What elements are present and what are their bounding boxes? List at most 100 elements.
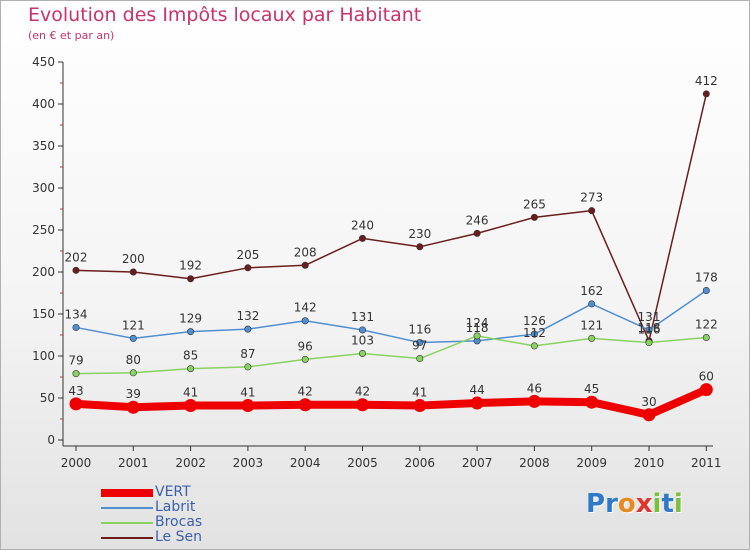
data-label-le-sen: 246 [466,213,489,227]
series-line-le-sen [75,93,708,342]
y-tick-label: 150 [32,307,55,321]
logo-letter: P [586,489,606,519]
data-point-brocas [244,363,252,371]
legend-swatch [101,536,153,539]
data-point-labrit [129,334,137,342]
data-point-le-sen [702,90,710,98]
y-tick-label: 200 [32,265,55,279]
data-label-brocas: 85 [183,349,198,363]
proxiti-logo: Proxiti [586,489,683,519]
data-label-labrit: 116 [408,323,431,337]
data-label-vert: 30 [641,395,656,409]
data-label-brocas: 96 [298,339,313,353]
data-point-le-sen [530,213,538,221]
y-tick-label: 250 [32,223,55,237]
y-tick-label: 300 [32,181,55,195]
data-label-brocas: 116 [638,323,661,337]
data-label-vert: 41 [412,386,427,400]
data-point-vert [413,399,427,413]
logo-letter: i [673,489,683,519]
data-point-labrit [72,323,80,331]
y-tick-label: 400 [32,97,55,111]
data-point-vert [585,395,599,409]
data-label-vert: 45 [584,382,599,396]
data-point-le-sen [358,234,366,242]
logo-letter: r [605,489,618,519]
data-label-brocas: 79 [68,354,83,368]
data-label-labrit: 132 [236,309,259,323]
legend-label: Le Sen [155,529,202,545]
data-point-brocas [645,339,653,347]
data-point-brocas [187,365,195,373]
data-point-labrit [588,300,596,308]
data-point-le-sen [301,261,309,269]
data-point-vert [241,399,255,413]
logo-letter: x [635,489,653,519]
data-label-vert: 39 [126,387,141,401]
data-label-le-sen: 192 [179,259,202,273]
data-point-labrit [187,328,195,336]
data-label-brocas: 124 [466,316,489,330]
data-label-brocas: 122 [695,318,718,332]
data-point-labrit [530,330,538,338]
chart-subtitle: (en € et par an) [28,29,115,42]
x-tick-label: 2005 [347,456,378,470]
data-label-labrit: 142 [294,301,317,315]
data-point-le-sen [187,275,195,283]
data-point-vert [69,397,83,411]
data-label-le-sen: 118 [638,321,661,335]
data-label-le-sen: 205 [236,248,259,262]
data-label-le-sen: 202 [65,250,88,264]
y-tick-label: 350 [32,139,55,153]
legend-label: Labrit [155,499,196,515]
series-line-labrit [75,289,708,344]
x-tick-label: 2004 [290,456,321,470]
x-tick-label: 2002 [175,456,206,470]
y-tick-label: 50 [40,391,55,405]
data-point-labrit [301,317,309,325]
y-tick-label: 100 [32,349,55,363]
y-tick-label: 0 [47,433,55,447]
data-label-brocas: 121 [580,318,603,332]
data-label-le-sen: 208 [294,245,317,259]
data-point-le-sen [72,266,80,274]
data-point-brocas [530,342,538,350]
data-point-le-sen [588,207,596,215]
data-label-vert: 60 [699,370,714,384]
data-label-brocas: 97 [412,339,427,353]
data-label-brocas: 87 [240,347,255,361]
data-label-labrit: 118 [466,321,489,335]
data-label-le-sen: 412 [695,74,718,88]
data-point-vert [184,399,198,413]
data-point-labrit [244,325,252,333]
x-tick-label: 2011 [691,456,722,470]
data-point-le-sen [473,229,481,237]
data-label-labrit: 129 [179,312,202,326]
data-point-le-sen [244,264,252,272]
data-label-labrit: 131 [638,310,661,324]
data-label-le-sen: 265 [523,197,546,211]
legend-swatch [101,521,153,524]
x-tick-label: 2010 [634,456,665,470]
data-point-brocas [416,355,424,363]
data-point-vert [527,394,541,408]
data-point-vert [699,383,713,397]
data-point-vert [298,398,312,412]
x-tick-label: 2009 [576,456,607,470]
data-label-labrit: 131 [351,310,374,324]
series-line-vert [72,385,711,419]
legend-label: Brocas [155,514,203,530]
data-label-brocas: 80 [126,353,141,367]
data-label-vert: 42 [298,385,313,399]
data-point-brocas [358,349,366,357]
data-label-brocas: 103 [351,333,374,347]
data-point-labrit [416,339,424,347]
data-label-labrit: 134 [65,307,88,321]
legend-label: VERT [155,484,191,500]
data-point-brocas [588,334,596,342]
data-label-vert: 42 [355,385,370,399]
data-label-brocas: 112 [523,326,546,340]
logo-letter: o [617,489,636,519]
